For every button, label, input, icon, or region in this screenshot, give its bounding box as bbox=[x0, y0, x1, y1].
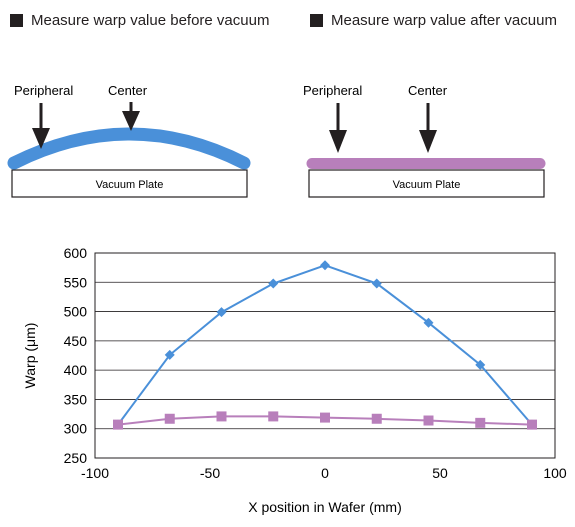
plot-area bbox=[94, 252, 556, 459]
series-1-point-4 bbox=[320, 260, 330, 271]
series-2-point-7 bbox=[475, 417, 486, 428]
after-peripheral-arrow-head bbox=[329, 130, 347, 153]
chart-series bbox=[113, 260, 537, 430]
y-tick-500: 500 bbox=[64, 304, 88, 320]
series-2-point-5 bbox=[371, 413, 382, 424]
x-tick--100: -100 bbox=[81, 465, 109, 481]
legend-square-after bbox=[310, 14, 323, 27]
after-plate-label: Vacuum Plate bbox=[393, 179, 461, 191]
y-tick-600: 600 bbox=[64, 245, 88, 261]
diagram-after: Peripheral Center Vacuum Plate bbox=[303, 83, 546, 198]
x-tick-labels: -100 -50 0 50 100 bbox=[81, 465, 567, 481]
x-tick--50: -50 bbox=[200, 465, 220, 481]
legend-before: Measure warp value before vacuum bbox=[10, 12, 269, 29]
x-tick-100: 100 bbox=[543, 465, 567, 481]
series-1-point-3 bbox=[268, 278, 279, 289]
y-tick-labels: 250 300 350 400 450 500 550 600 bbox=[64, 245, 88, 466]
after-center-label: Center bbox=[408, 83, 448, 98]
before-wafer bbox=[7, 127, 251, 170]
y-axis-label: Warp (μm) bbox=[22, 323, 38, 389]
before-vacuum-plate bbox=[11, 169, 248, 198]
y-tick-350: 350 bbox=[64, 391, 88, 407]
legend-after-label: Measure warp value after vacuum bbox=[331, 12, 557, 29]
series-2-point-1 bbox=[164, 413, 175, 424]
warp-chart: 250 300 350 400 450 500 550 600 -100 -50 0 50 100 W… bbox=[22, 245, 567, 515]
series-2-point-8 bbox=[527, 419, 537, 430]
after-peripheral-label: Peripheral bbox=[303, 83, 362, 98]
before-peripheral-label: Peripheral bbox=[14, 83, 73, 98]
y-tick-250: 250 bbox=[64, 450, 88, 466]
series-2-point-0 bbox=[113, 419, 123, 430]
series-2-point-3 bbox=[268, 411, 279, 422]
y-tick-400: 400 bbox=[64, 362, 88, 378]
x-axis-label: X position in Wafer (mm) bbox=[248, 499, 402, 515]
series-1-point-7 bbox=[475, 359, 486, 370]
y-tick-300: 300 bbox=[64, 421, 88, 437]
y-tick-450: 450 bbox=[64, 333, 88, 349]
series-1-line bbox=[117, 264, 533, 426]
series-1-point-5 bbox=[371, 278, 382, 289]
x-tick-0: 0 bbox=[321, 465, 329, 481]
before-center-arrow-head bbox=[122, 111, 140, 131]
legend-square-before bbox=[10, 14, 23, 27]
series-1-point-2 bbox=[216, 307, 227, 318]
after-vacuum-plate bbox=[308, 169, 545, 198]
series-2-point-4 bbox=[320, 412, 330, 423]
after-center-arrow-head bbox=[419, 130, 437, 153]
series-1-point-1 bbox=[164, 349, 175, 360]
x-tick-50: 50 bbox=[432, 465, 448, 481]
series-2-point-6 bbox=[423, 415, 434, 426]
diagrams: Peripheral Center Vacuum Plate Periphera… bbox=[7, 83, 546, 198]
diagram-before: Peripheral Center Vacuum Plate bbox=[7, 83, 251, 198]
before-center-label: Center bbox=[108, 83, 148, 98]
legend-before-label: Measure warp value before vacuum bbox=[31, 12, 270, 29]
before-peripheral-arrow-head bbox=[32, 128, 50, 149]
series-2-point-2 bbox=[216, 411, 227, 422]
chart-grid bbox=[95, 252, 555, 459]
before-plate-label: Vacuum Plate bbox=[96, 179, 164, 191]
y-tick-550: 550 bbox=[64, 274, 88, 290]
legend-after: Measure warp value after vacuum bbox=[310, 12, 557, 29]
series-1-point-6 bbox=[423, 317, 434, 328]
